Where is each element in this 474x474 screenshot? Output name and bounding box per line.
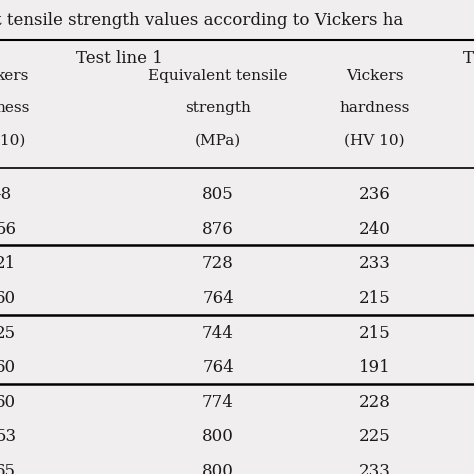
Text: 236: 236 xyxy=(359,186,390,203)
Text: 228: 228 xyxy=(358,394,391,411)
Text: 60: 60 xyxy=(0,290,17,307)
Text: 800: 800 xyxy=(202,463,234,474)
Text: 744: 744 xyxy=(202,325,234,342)
Text: -8: -8 xyxy=(0,186,11,203)
Text: 876: 876 xyxy=(202,221,234,238)
Text: t tensile strength values according to Vickers ha: t tensile strength values according to V… xyxy=(0,12,403,29)
Text: 56: 56 xyxy=(0,221,16,238)
Text: 233: 233 xyxy=(358,255,391,273)
Text: (HV 10): (HV 10) xyxy=(344,133,405,147)
Text: hardness: hardness xyxy=(339,101,410,115)
Text: 191: 191 xyxy=(359,359,390,376)
Text: 233: 233 xyxy=(358,463,391,474)
Text: Equivalent tensile: Equivalent tensile xyxy=(148,69,288,83)
Text: 805: 805 xyxy=(202,186,234,203)
Text: 225: 225 xyxy=(359,428,390,446)
Text: 21: 21 xyxy=(0,255,17,273)
Text: 728: 728 xyxy=(202,255,234,273)
Text: Test line 1: Test line 1 xyxy=(76,50,163,67)
Text: 60: 60 xyxy=(0,359,17,376)
Text: 764: 764 xyxy=(202,359,234,376)
Text: T: T xyxy=(463,50,474,67)
Text: (MPa): (MPa) xyxy=(195,133,241,147)
Text: 65: 65 xyxy=(0,463,16,474)
Text: 764: 764 xyxy=(202,290,234,307)
Text: ness: ness xyxy=(0,101,30,115)
Text: 53: 53 xyxy=(0,428,17,446)
Text: strength: strength xyxy=(185,101,251,115)
Text: 25: 25 xyxy=(0,325,17,342)
Text: 240: 240 xyxy=(358,221,391,238)
Text: 60: 60 xyxy=(0,394,17,411)
Text: Vickers: Vickers xyxy=(346,69,403,83)
Text: 215: 215 xyxy=(359,290,390,307)
Text: 774: 774 xyxy=(202,394,234,411)
Text: 800: 800 xyxy=(202,428,234,446)
Text: 10): 10) xyxy=(0,133,26,147)
Text: 215: 215 xyxy=(359,325,390,342)
Text: kers: kers xyxy=(0,69,28,83)
